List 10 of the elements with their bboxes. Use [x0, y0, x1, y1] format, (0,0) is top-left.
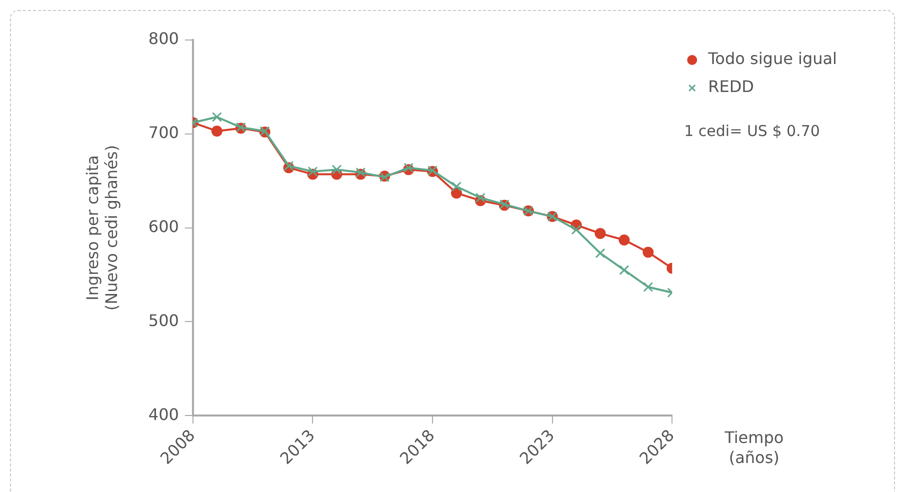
text: 1 cedi= US $ 0.70 [684, 122, 820, 140]
y-tick-label: 700 [148, 123, 179, 142]
y-axis-title: Ingreso per capita (Nuevo cedi ghanés) [82, 145, 121, 311]
y-tick-label: 800 [148, 29, 179, 48]
y-tick-label: 400 [148, 404, 179, 424]
y-tick-label: 600 [148, 216, 179, 236]
legend-label: Todo sigue igual [707, 49, 837, 68]
legend-label: REDD [708, 77, 754, 96]
x-axis-title: Tiempo (años) [724, 428, 784, 467]
y-tick-label: 500 [148, 310, 179, 330]
